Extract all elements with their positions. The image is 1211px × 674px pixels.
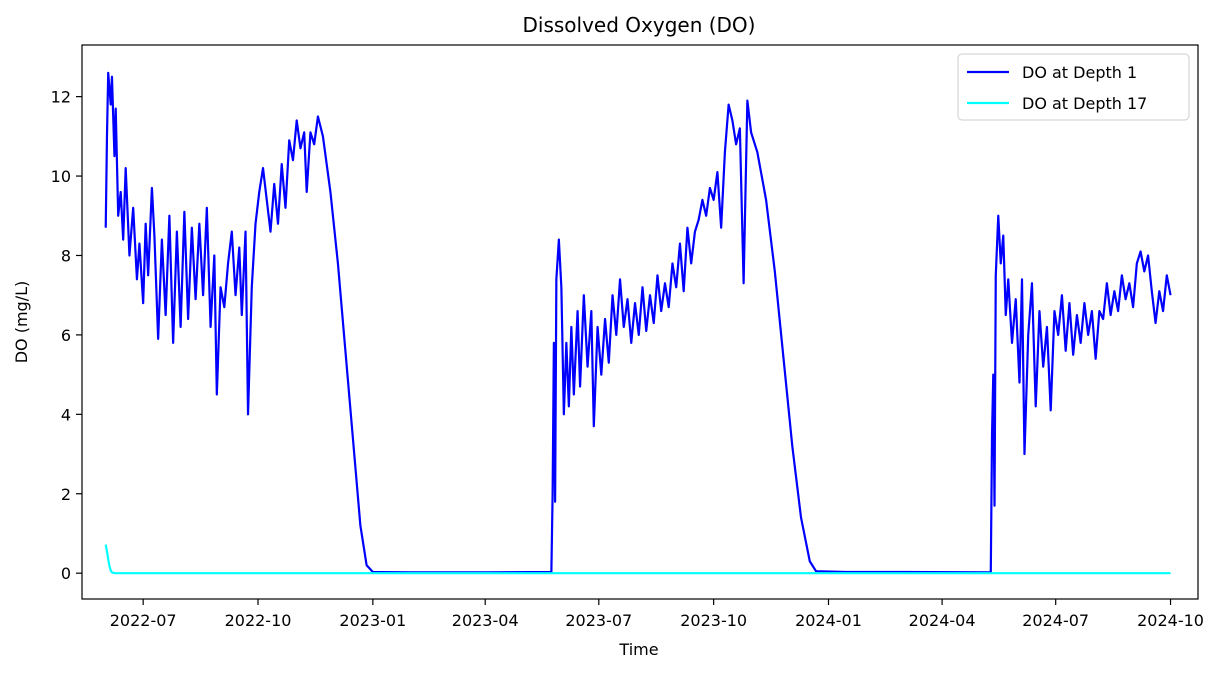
y-tick-label: 2 <box>61 485 71 504</box>
y-tick-label: 6 <box>61 326 71 345</box>
y-tick-label: 8 <box>61 246 71 265</box>
x-axis-title: Time <box>618 640 658 659</box>
x-tick-label: 2022-10 <box>225 611 292 630</box>
x-tick-label: 2024-04 <box>909 611 976 630</box>
legend: DO at Depth 1 DO at Depth 17 <box>957 53 1190 121</box>
plot-frame <box>81 44 1199 600</box>
legend-label-2: DO at Depth 17 <box>1022 94 1147 113</box>
legend-box <box>957 53 1190 121</box>
x-tick-label: 2024-07 <box>1022 611 1089 630</box>
y-tick-label: 4 <box>61 405 71 424</box>
x-tick-label: 2024-01 <box>795 611 862 630</box>
x-tick-label: 2023-04 <box>452 611 519 630</box>
x-tick-label: 2024-10 <box>1137 611 1204 630</box>
x-tick-label: 2022-07 <box>110 611 177 630</box>
x-tick-label: 2023-07 <box>565 611 632 630</box>
y-tick-label: 12 <box>51 88 71 107</box>
legend-label-1: DO at Depth 1 <box>1022 63 1137 82</box>
chart-title: Dissolved Oxygen (DO) <box>523 13 756 37</box>
y-tick-label: 0 <box>61 564 71 583</box>
series-line-2 <box>104 544 1171 575</box>
y-axis-title: DO (mg/L) <box>12 281 31 364</box>
x-tick-label: 2023-10 <box>680 611 747 630</box>
series-layer <box>104 71 1172 575</box>
axes-layer: 2022-07 2022-10 2023-01 2023-04 2023-07 2023-… <box>51 44 1204 630</box>
x-tick-label: 2023-01 <box>339 611 406 630</box>
series-line-1 <box>104 71 1172 574</box>
y-tick-label: 10 <box>51 167 71 186</box>
